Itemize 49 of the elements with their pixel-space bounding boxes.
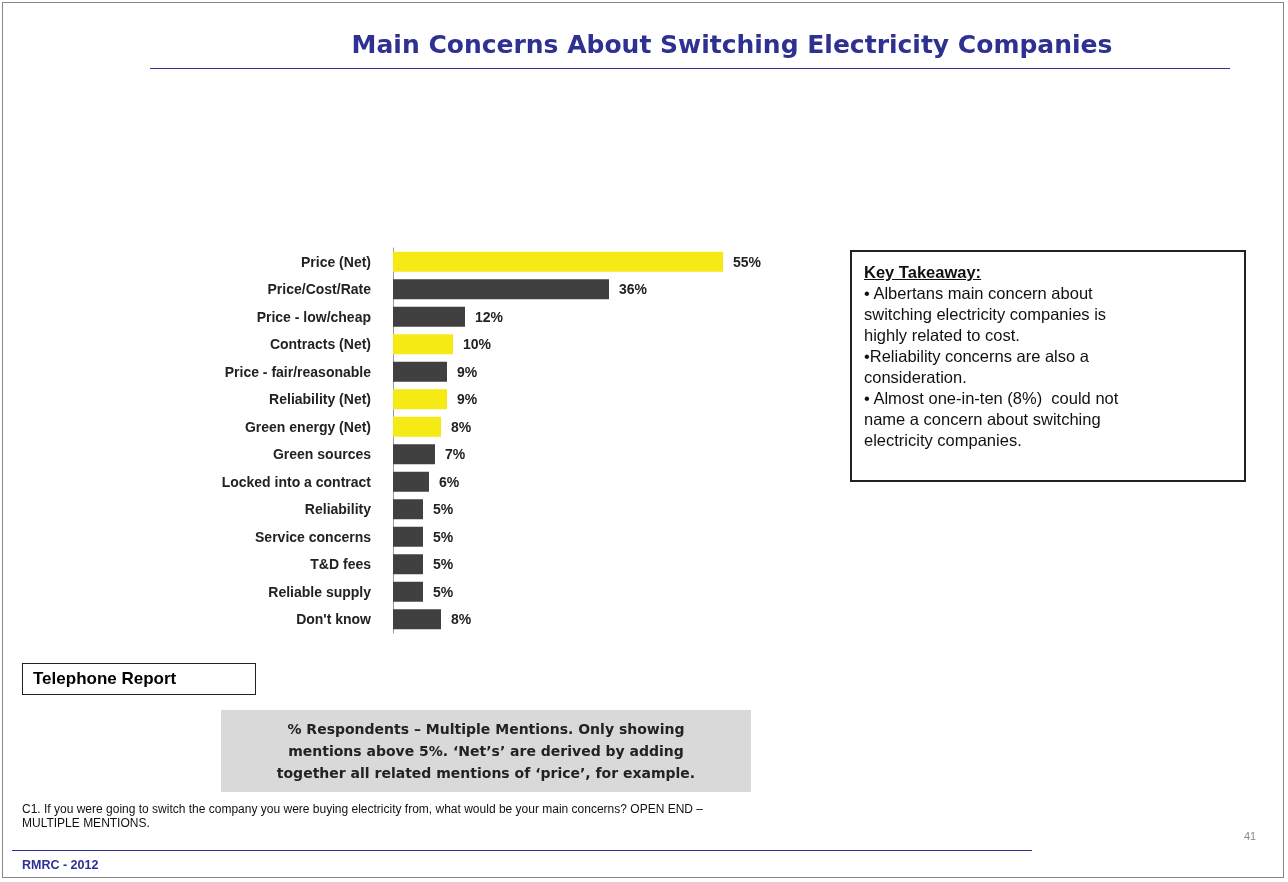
y-tick-label: Price/Cost/Rate [267, 281, 372, 298]
bar [393, 444, 435, 465]
y-tick-label: Reliability (Net) [269, 391, 371, 408]
bar [393, 526, 423, 547]
bar [393, 471, 429, 492]
bar [393, 416, 441, 437]
text: C1. If you were going to switch the company you were buying electricity from, what would be your main concerns? OPEN END – MULTIPLE MENTIONS. [22, 802, 703, 830]
bar [393, 361, 447, 382]
data-label: 5% [433, 556, 454, 573]
data-label: 8% [451, 611, 472, 628]
y-tick-label: Service concerns [255, 528, 372, 545]
y-tick-label: T&D fees [310, 556, 372, 573]
chart-title: Main Concerns About Switching Electricity Companies [350, 30, 1114, 59]
text: Telephone Report [22, 663, 256, 695]
y-tick-label: Don't know [296, 611, 372, 628]
text: Key Takeaway: • Albertans main concern about switching electricity companies is highly related to cost. •Reliability concerns are also a consideration. • Almost one-in-ten (8%) could not name a concern about switching electricity companies. [864, 263, 1119, 449]
y-tick-label: Contracts (Net) [269, 336, 371, 353]
data-label: 12% [475, 308, 504, 325]
y-tick-label: Green sources [272, 446, 372, 463]
data-label: 9% [457, 363, 478, 380]
data-label: 8% [451, 418, 472, 435]
bar [393, 609, 441, 630]
y-tick-label: Reliable supply [268, 583, 372, 600]
bar [393, 581, 423, 602]
bar [393, 334, 453, 355]
y-tick-label: Price - low/cheap [256, 308, 371, 325]
y-tick-label: Price (Net) [300, 253, 371, 270]
data-label: 6% [439, 473, 460, 490]
bar [393, 499, 423, 520]
data-label: 5% [433, 501, 454, 518]
text: % Respondents – Multiple Mentions. Only showing mentions above 5%. ‘Net’s’ are derived by adding together all related mentions of ‘price’, for example. [221, 710, 751, 792]
data-label: 36% [619, 281, 648, 298]
data-label: 9% [457, 391, 478, 408]
bar [393, 554, 423, 575]
data-label: 5% [433, 583, 454, 600]
bar [393, 251, 723, 272]
y-tick-label: Reliability [304, 501, 372, 518]
data-label: 7% [445, 446, 466, 463]
y-tick-label: Price - fair/reasonable [224, 363, 372, 380]
data-label: 55% [733, 253, 762, 270]
data-label: 10% [463, 336, 492, 353]
bar [393, 306, 465, 327]
text: 41 [1244, 830, 1257, 842]
bar [393, 389, 447, 410]
y-tick-label: Locked into a contract [221, 473, 372, 490]
y-tick-label: Green energy (Net) [244, 418, 371, 435]
bar [393, 279, 609, 300]
text: RMRC - 2012 [22, 858, 99, 872]
data-label: 5% [433, 528, 454, 545]
